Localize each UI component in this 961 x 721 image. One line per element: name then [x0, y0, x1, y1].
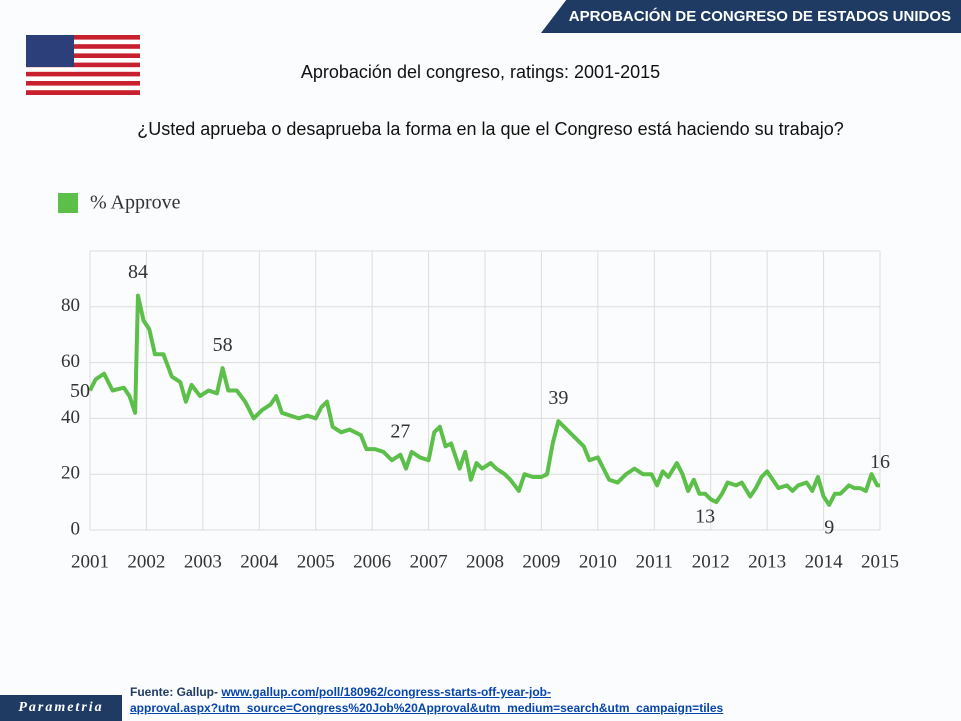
y-tick-label: 20 [61, 463, 80, 484]
x-tick-label: 2009 [522, 551, 560, 572]
annotation: 16 [870, 451, 890, 473]
annotation: 9 [824, 516, 834, 538]
chart-title: Aprobación del congreso, ratings: 2001-2… [300, 62, 661, 82]
x-tick-label: 2011 [636, 551, 673, 572]
annotation: 39 [548, 387, 568, 409]
x-tick-label: 2006 [353, 551, 391, 572]
legend-label: % Approve [90, 192, 181, 214]
x-tick-label: 2007 [410, 551, 448, 572]
x-tick-label: 2005 [297, 551, 335, 572]
x-tick-label: 2004 [240, 551, 279, 572]
x-tick-label: 2010 [579, 551, 617, 572]
banner: APROBACIÓN DE CONGRESO DE ESTADOS UNIDOS [541, 0, 961, 33]
annotation: 27 [390, 420, 410, 442]
x-tick-label: 2014 [805, 551, 844, 572]
annotation: 84 [128, 261, 148, 283]
chart: 0 20 40 60 80 2001 2002 2003 2004 2005 2006 2007 200… [58, 192, 899, 572]
x-tick-label: 2003 [184, 551, 222, 572]
x-tick-label: 2002 [127, 551, 165, 572]
annotation: 50 [70, 380, 90, 402]
annotation: 13 [695, 505, 715, 527]
x-tick-label: 2013 [748, 551, 786, 572]
legend-swatch [58, 193, 78, 213]
flag [26, 35, 140, 95]
y-tick-label: 0 [71, 518, 81, 539]
x-tick-label: 2015 [861, 551, 899, 572]
logo: Parametria [0, 695, 122, 721]
source: Fuente: Gallup- www.gallup.com/poll/1809… [130, 684, 723, 716]
y-tick-label: 80 [61, 295, 80, 316]
y-tick-label: 60 [61, 351, 80, 372]
source-link[interactable]: approval.aspx?utm_source=Congress%20Job%… [130, 701, 724, 715]
annotation: 58 [213, 334, 233, 356]
y-tick-label: 40 [61, 407, 80, 428]
question: ¿Usted aprueba o desaprueba la forma en … [137, 119, 844, 139]
line [88, 293, 880, 507]
source-prefix: Fuente: Gallup- [130, 685, 222, 699]
x-tick-label: 2012 [692, 551, 730, 572]
source-link[interactable]: www.gallup.com/poll/180962/congress-star… [221, 685, 551, 699]
x-tick-label: 2001 [71, 551, 109, 572]
x-tick-label: 2008 [466, 551, 504, 572]
